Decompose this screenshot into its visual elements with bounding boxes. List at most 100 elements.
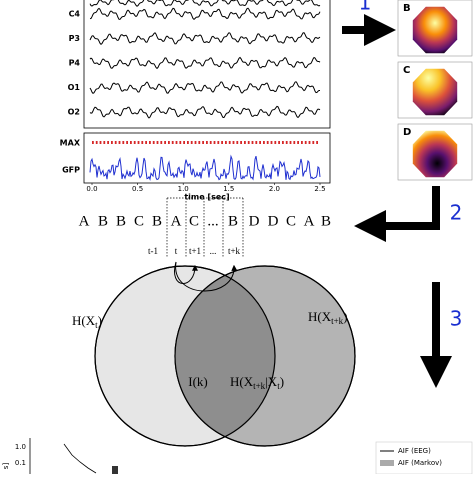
time-label: t+k <box>228 246 241 256</box>
max-marker <box>240 141 242 144</box>
trace <box>89 81 320 95</box>
trace <box>89 7 321 20</box>
max-marker <box>183 141 185 144</box>
legend <box>375 441 473 475</box>
max-marker <box>263 141 265 144</box>
time-label: ... <box>210 246 217 256</box>
max-marker <box>190 141 193 144</box>
step-number: 3 <box>450 307 463 331</box>
sequence-symbol: A <box>171 213 182 229</box>
time-label: t-1 <box>148 246 158 256</box>
x-tick-label: 0.5 <box>132 185 143 193</box>
max-marker <box>152 141 155 144</box>
max-marker <box>251 141 254 144</box>
max-marker <box>217 141 220 144</box>
map-label: D <box>403 127 411 138</box>
x-tick-label: 1.5 <box>223 185 234 193</box>
sequence-symbol: B <box>228 213 238 229</box>
mutual-information: I(k) <box>188 374 208 389</box>
max-marker <box>122 141 125 144</box>
max-marker <box>114 141 117 144</box>
legend-entry: AIF (Markov) <box>398 459 442 467</box>
max-marker <box>274 141 277 144</box>
max-marker <box>95 141 98 144</box>
aif-line <box>63 443 97 474</box>
max-marker <box>297 141 299 144</box>
sequence-symbol: ... <box>207 213 218 229</box>
max-marker <box>118 141 121 144</box>
sequence-symbol: D <box>268 213 279 229</box>
max-marker <box>141 141 144 144</box>
circle-outline <box>174 265 356 447</box>
max-marker <box>293 141 296 144</box>
map-label: C <box>403 65 410 76</box>
sequence-symbol: B <box>152 213 162 229</box>
max-marker <box>301 141 303 144</box>
channel-label: O2 <box>68 108 80 117</box>
conditional-entropy: H(Xt+k|Xt) <box>230 374 284 391</box>
sequence-symbol: A <box>304 213 315 229</box>
circle-outline <box>94 265 276 447</box>
max-marker <box>228 141 231 144</box>
max-marker <box>225 141 227 144</box>
max-marker <box>160 141 163 144</box>
trace <box>89 56 321 70</box>
max-marker <box>187 141 189 144</box>
max-marker <box>304 141 307 144</box>
max-marker <box>137 141 140 144</box>
channel-label: P3 <box>69 34 80 43</box>
max-marker <box>259 141 261 144</box>
max-marker <box>289 141 292 144</box>
venn-diagram: H(Xt) H(Xt+k) I(k) H(Xt+k|Xt) <box>72 265 356 447</box>
max-marker <box>99 141 102 144</box>
max-marker <box>149 141 151 144</box>
step-number: 1 <box>359 0 372 15</box>
max-marker <box>179 141 182 144</box>
x-tick-label: 0.0 <box>86 185 97 193</box>
max-marker <box>316 141 318 144</box>
trace <box>89 32 321 45</box>
arrow <box>354 186 440 242</box>
map-label: B <box>403 3 411 14</box>
max-marker <box>156 141 159 144</box>
max-marker <box>312 141 315 144</box>
sequence-symbol: A <box>79 213 90 229</box>
max-marker <box>247 141 250 144</box>
max-marker <box>282 141 284 144</box>
sequence-symbol: B <box>116 213 126 229</box>
max-marker <box>244 141 246 144</box>
max-marker <box>209 141 212 144</box>
max-marker <box>202 141 204 144</box>
time-label: t <box>175 246 178 256</box>
sequence-symbol: C <box>134 213 144 229</box>
max-marker <box>198 141 201 144</box>
max-marker <box>164 141 166 144</box>
max-marker <box>168 141 170 144</box>
intersection <box>175 266 275 446</box>
aif-plot: 1.0 0.1 s] AIF (EEG) AIF (Markov) <box>2 438 473 475</box>
max-marker <box>107 141 109 144</box>
max-marker <box>130 141 132 144</box>
sequence-symbol: C <box>189 213 199 229</box>
max-marker <box>266 141 269 144</box>
max-marker <box>270 141 273 144</box>
channel-label: O1 <box>68 83 81 92</box>
max-marker <box>278 141 280 144</box>
topomap <box>412 6 458 54</box>
x-tick-label: 2.0 <box>269 185 280 193</box>
entropy-right: H(Xt+k) <box>308 309 348 326</box>
max-label: MAX <box>60 139 81 148</box>
gfp-label: GFP <box>62 166 80 175</box>
max-marker <box>126 141 128 144</box>
x-axis-label: time [sec] <box>184 193 229 202</box>
trace <box>89 105 321 119</box>
max-marker <box>194 141 197 144</box>
legend-entry: AIF (EEG) <box>398 447 431 455</box>
max-marker <box>92 141 94 144</box>
max-marker <box>133 141 136 144</box>
eeg-panel: MAX GFP time [sec] <box>60 0 331 202</box>
max-marker <box>213 141 216 144</box>
max-marker <box>145 141 147 144</box>
max-marker <box>221 141 223 144</box>
